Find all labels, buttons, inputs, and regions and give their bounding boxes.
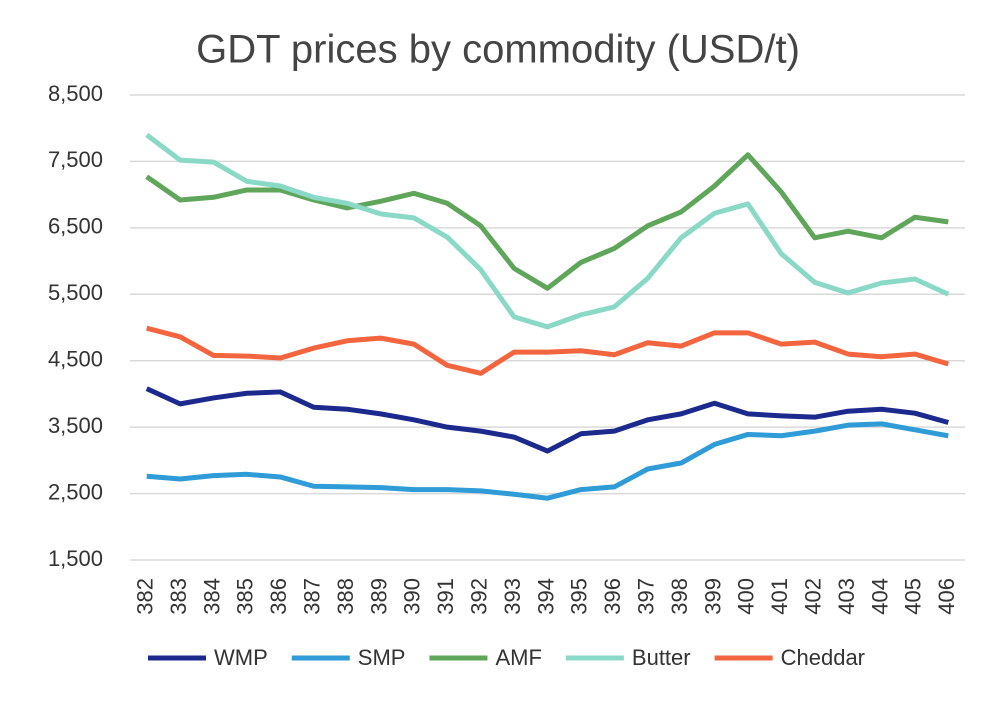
x-tick-label: 385 [233,578,258,615]
y-tick-label: 4,500 [48,347,103,372]
x-tick-label: 389 [366,578,391,615]
x-tick-label: 390 [400,578,425,615]
x-tick-label: 386 [266,578,291,615]
x-tick-label: 393 [500,578,525,615]
y-tick-label: 5,500 [48,280,103,305]
x-tick-label: 401 [767,578,792,615]
x-tick-label: 382 [133,578,158,615]
series-line [145,152,949,291]
x-tick-label: 388 [333,578,358,615]
x-tick-label: 392 [467,578,492,615]
x-tick-label: 387 [300,578,325,615]
x-tick-label: 383 [166,578,191,615]
series-line [145,132,950,330]
legend-label: Cheddar [781,645,865,670]
series-line [146,421,949,501]
x-tick-label: 396 [600,578,625,615]
y-tick-label: 2,500 [48,479,103,504]
x-tick-label: 405 [901,578,926,615]
y-tick-label: 1,500 [48,546,103,571]
series-line [146,325,950,376]
x-tick-label: 403 [834,578,859,615]
legend-label: WMP [214,645,268,670]
x-tick-label: 384 [199,578,224,615]
y-tick-label: 8,500 [48,81,103,106]
legend-label: SMP [358,645,406,670]
x-tick-label: 394 [533,578,558,615]
x-tick-label: 402 [801,578,826,615]
y-tick-label: 7,500 [48,147,103,172]
x-tick-label: 398 [667,578,692,615]
y-tick-label: 3,500 [48,413,103,438]
y-tick-label: 6,500 [48,214,103,239]
x-tick-label: 399 [700,578,725,615]
chart-title: GDT prices by commodity (USD/t) [196,28,800,72]
x-tick-label: 391 [433,578,458,615]
x-tick-label: 397 [634,578,659,615]
x-tick-label: 395 [567,578,592,615]
legend-label: AMF [495,645,541,670]
x-tick-label: 406 [934,578,959,615]
legend-label: Butter [632,645,691,670]
x-tick-label: 400 [734,578,759,615]
x-tick-label: 404 [867,578,892,615]
series-line [145,386,949,454]
